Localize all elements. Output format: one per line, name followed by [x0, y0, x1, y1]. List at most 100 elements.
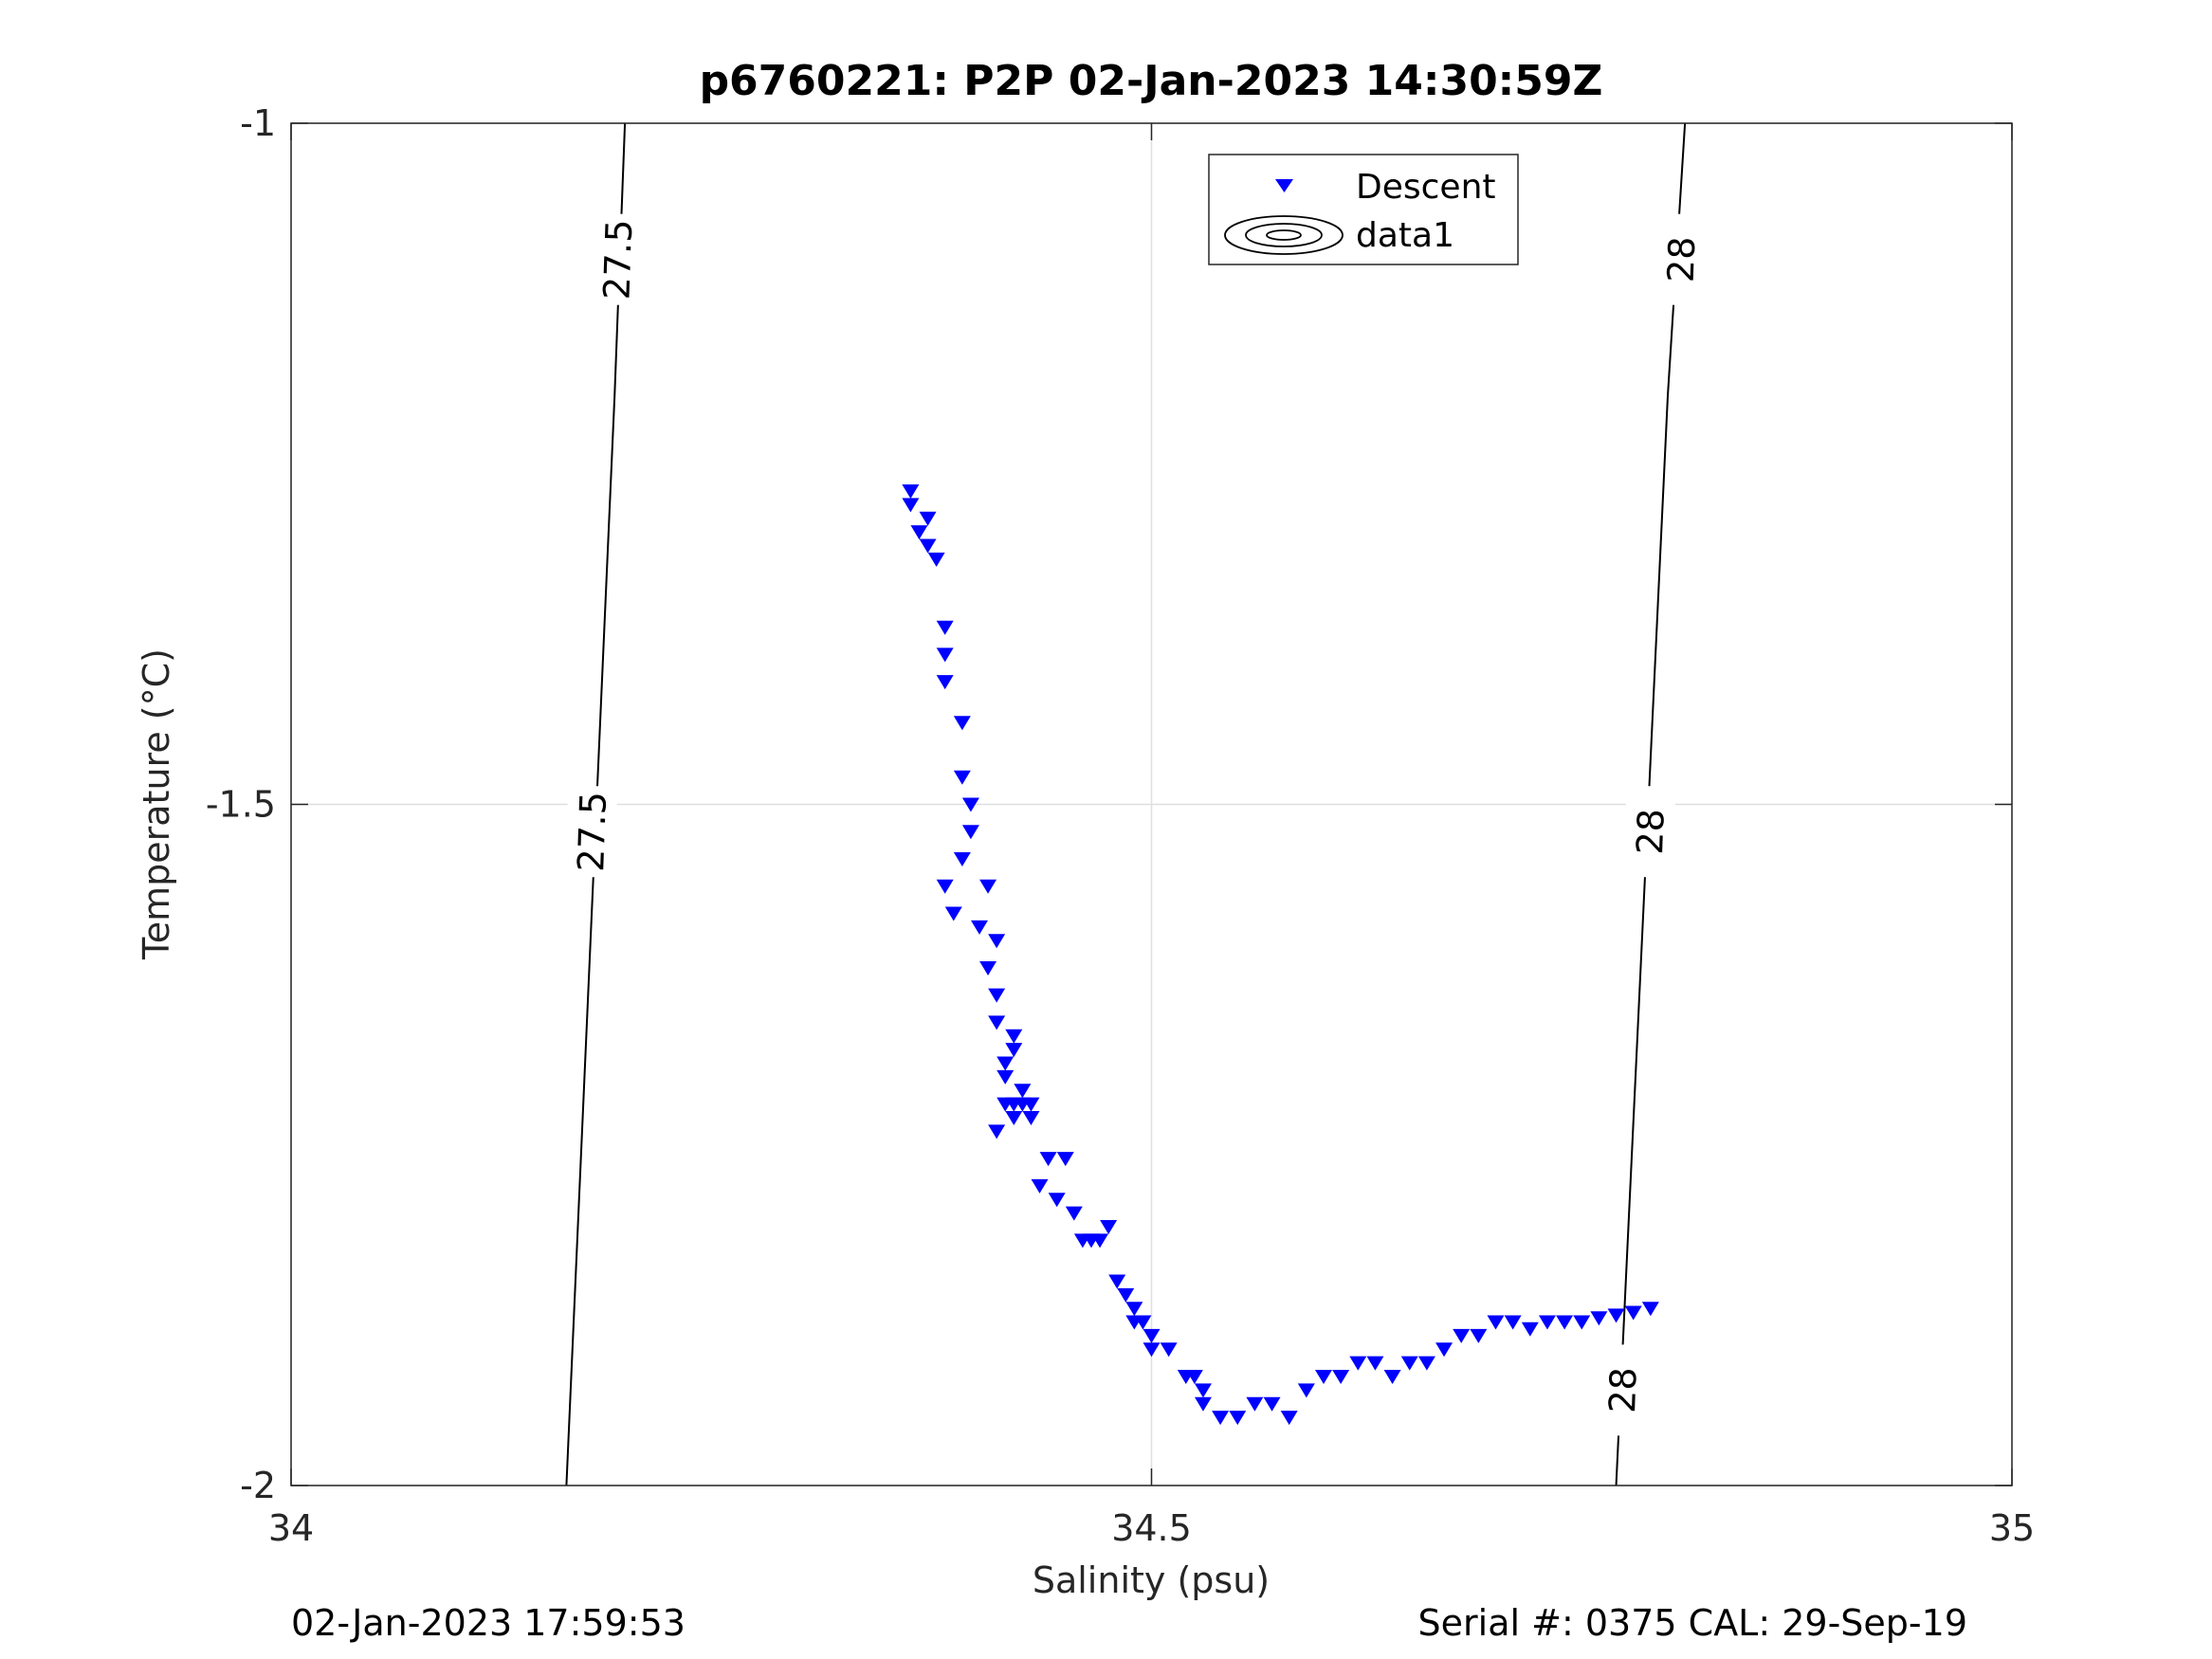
descent-point [1005, 1029, 1023, 1044]
descent-point [1504, 1315, 1522, 1330]
descent-point [953, 770, 971, 785]
descent-point [1332, 1370, 1350, 1385]
descent-point [936, 620, 954, 635]
descent-point [1056, 1152, 1074, 1167]
descent-point [961, 825, 979, 840]
legend: Descent data1 [1208, 154, 1519, 265]
contour-label: 28 [1629, 808, 1673, 855]
descent-point [979, 960, 997, 975]
descent-point [1435, 1342, 1453, 1358]
footer-serial-cal: Serial #: 0375 CAL: 29-Sep-19 [1417, 1602, 1967, 1644]
descent-point [961, 797, 979, 812]
descent-point [1487, 1315, 1505, 1330]
descent-point [1005, 1043, 1023, 1058]
contour-label-bg [567, 786, 617, 878]
descent-point [1091, 1233, 1109, 1249]
descent-point [1470, 1328, 1488, 1343]
descent-point [1315, 1370, 1332, 1385]
contour-label-bg [1656, 213, 1707, 305]
descent-point [1383, 1370, 1401, 1385]
descent-point [1624, 1305, 1642, 1321]
legend-contour-icon [1224, 215, 1344, 255]
descent-point [919, 538, 937, 554]
descent-point [1263, 1396, 1281, 1412]
descent-point [1246, 1396, 1264, 1412]
contour-label-bg [593, 213, 643, 305]
descent-point [1194, 1396, 1212, 1412]
contour-label: 28 [1660, 236, 1704, 283]
descent-point [936, 647, 954, 663]
descent-point [919, 511, 937, 526]
legend-data1-label: data1 [1356, 216, 1454, 255]
x-axis-label: Salinity (psu) [1033, 1559, 1270, 1601]
contour-label: 28 [1601, 1366, 1645, 1413]
legend-descent-label: Descent [1356, 168, 1496, 207]
descent-point [1229, 1411, 1247, 1426]
descent-point [902, 483, 920, 499]
descent-point [910, 525, 928, 540]
y-tick-label: -2 [240, 1465, 276, 1506]
descent-point [1022, 1097, 1040, 1112]
y-tick-label: -1 [240, 102, 276, 144]
descent-point [902, 498, 920, 513]
x-tick-label: 34.5 [1111, 1507, 1192, 1549]
descent-point [979, 879, 997, 894]
descent-point [927, 552, 945, 567]
descent-point [1417, 1356, 1435, 1371]
descent-points [902, 483, 1659, 1426]
descent-point [1212, 1411, 1230, 1426]
descent-point [988, 1124, 1006, 1139]
descent-point [1014, 1084, 1032, 1099]
descent-point [1453, 1328, 1471, 1343]
descent-point [1134, 1315, 1152, 1330]
legend-descent-marker [1275, 179, 1293, 192]
descent-point [971, 920, 988, 935]
descent-point [1280, 1411, 1298, 1426]
descent-point [1590, 1311, 1608, 1326]
descent-point [988, 988, 1006, 1003]
density-contours: 27.5 27.5 28 28 28 [565, 122, 1707, 1486]
descent-point [936, 879, 954, 894]
contour-label: 27.5 [570, 791, 614, 872]
descent-point [1048, 1193, 1066, 1208]
descent-point [1125, 1302, 1143, 1317]
contour-label-bg [1625, 786, 1675, 878]
x-tick-label: 34 [268, 1507, 314, 1549]
descent-point [1065, 1206, 1083, 1221]
descent-point [944, 906, 962, 921]
descent-point [953, 851, 971, 866]
descent-point [1160, 1342, 1178, 1358]
descent-point [1108, 1274, 1126, 1289]
descent-point [936, 675, 954, 690]
descent-point [953, 716, 971, 731]
legend-box [1208, 154, 1519, 265]
descent-point [1100, 1219, 1118, 1234]
descent-point [988, 1015, 1006, 1030]
ticks: 34 34.5 35 -1 -1.5 -2 [206, 102, 2035, 1549]
descent-point [1022, 1111, 1040, 1126]
descent-point [1185, 1370, 1203, 1385]
descent-point [996, 1056, 1015, 1071]
descent-point [1538, 1315, 1556, 1330]
descent-point [1607, 1308, 1625, 1323]
descent-point [996, 1069, 1015, 1085]
descent-point [1117, 1287, 1135, 1303]
contour-label: 27.5 [595, 219, 640, 301]
descent-point [1400, 1356, 1418, 1371]
descent-point [988, 934, 1006, 949]
footer-timestamp: 02-Jan-2023 17:59:53 [291, 1602, 686, 1644]
descent-point [1366, 1356, 1384, 1371]
descent-point [1297, 1383, 1315, 1398]
contour-label-bg [1598, 1344, 1648, 1436]
descent-point [1641, 1302, 1659, 1317]
descent-point [1005, 1111, 1023, 1126]
y-tick-label: -1.5 [206, 784, 276, 826]
descent-point [1039, 1152, 1057, 1167]
descent-point [1194, 1383, 1212, 1398]
descent-point [1143, 1328, 1161, 1343]
descent-point [1556, 1315, 1574, 1330]
descent-point [1521, 1322, 1539, 1337]
descent-point [1349, 1356, 1367, 1371]
chart-title: p6760221: P2P 02-Jan-2023 14:30:59Z [700, 57, 1603, 105]
